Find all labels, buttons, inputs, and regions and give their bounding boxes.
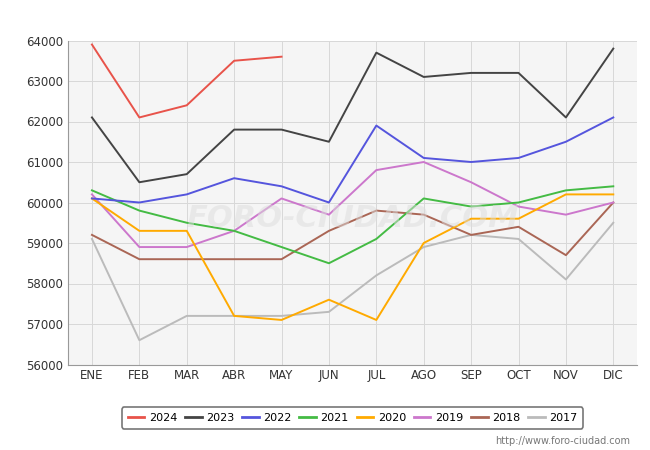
Text: http://www.foro-ciudad.com: http://www.foro-ciudad.com xyxy=(495,436,630,446)
Text: Afiliados en Badajoz a 31/5/2024: Afiliados en Badajoz a 31/5/2024 xyxy=(188,5,462,23)
Legend: 2024, 2023, 2022, 2021, 2020, 2019, 2018, 2017: 2024, 2023, 2022, 2021, 2020, 2019, 2018… xyxy=(122,408,583,428)
Text: FORO-CIUDAD.COM: FORO-CIUDAD.COM xyxy=(187,204,519,233)
